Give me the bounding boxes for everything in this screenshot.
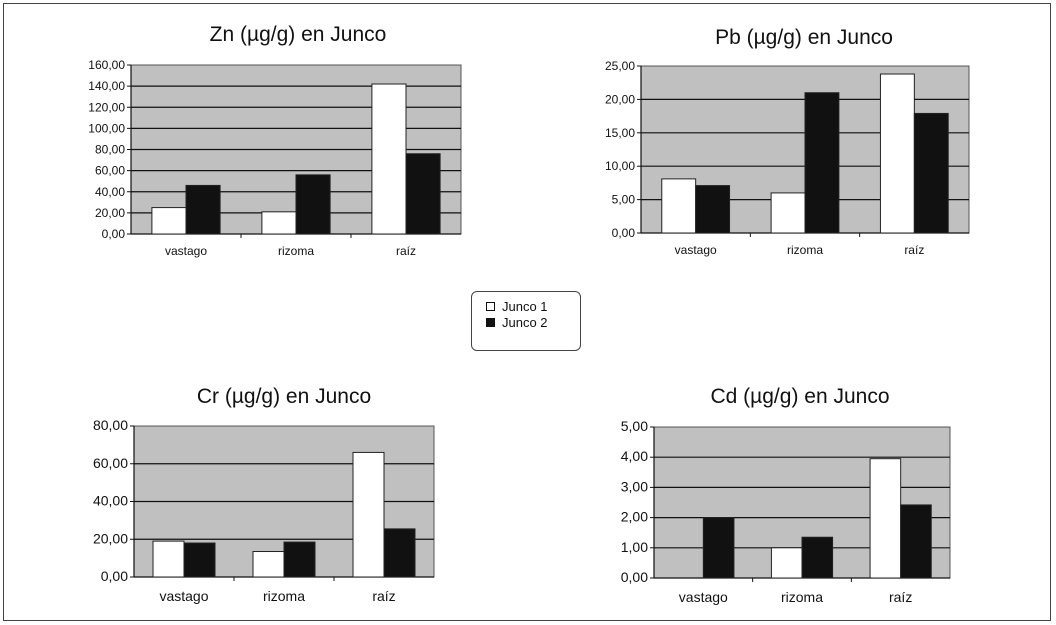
- y-tick-label: 80,00: [95, 143, 125, 157]
- y-tick-label: 60,00: [95, 164, 125, 178]
- y-tick-label: 3,00: [621, 478, 648, 494]
- y-tick-label: 0,00: [612, 226, 636, 240]
- x-category-label: rizoma: [278, 244, 314, 258]
- y-tick-label: 60,00: [93, 455, 128, 471]
- bar-junco-1-vastago: [661, 178, 697, 234]
- bar-junco-1-raiz: [371, 83, 407, 235]
- y-tick-label: 20,00: [605, 92, 635, 106]
- chart-pb: Pb (µg/g) en Junco 0,00 5,00 10,00 15,00 20,0…: [605, 26, 970, 257]
- x-category-label: raíz: [372, 588, 395, 604]
- chart-title: Zn (µg/g) en Junco: [210, 23, 387, 46]
- bar-junco-1-rizoma: [770, 547, 803, 579]
- chart-cr: Cr (µg/g) en Junco 0,00 20,00 40,00 60,00 80,…: [93, 385, 435, 604]
- legend-item-junco-2: Junco 2: [486, 314, 580, 330]
- bar-junco-2-vastago: [695, 185, 731, 234]
- x-category-label: vastago: [159, 588, 208, 604]
- y-tick-label: 0,00: [102, 227, 126, 241]
- x-category-label: vastago: [675, 243, 717, 257]
- bar-junco-2-vastago: [183, 542, 216, 578]
- y-tick-label: 140,00: [88, 79, 125, 93]
- y-tick-label: 20,00: [95, 206, 125, 220]
- chart-title: Cd (µg/g) en Junco: [710, 385, 889, 408]
- bar-junco-1-raiz: [352, 451, 385, 578]
- chart-zn: Zn (µg/g) en Junco 0,00 20,00 40,00 60,00 80,…: [88, 23, 462, 258]
- x-category-label: raíz: [904, 243, 924, 257]
- bar-junco-1-raiz: [879, 73, 915, 234]
- charts-canvas: Zn (µg/g) en Junco 0,00 20,00 40,00 60,00 80,…: [88, 23, 970, 605]
- y-tick-label: 10,00: [605, 159, 635, 173]
- x-category-label: rizoma: [787, 243, 823, 257]
- bar-junco-1-rizoma: [261, 211, 297, 235]
- legend-swatch-junco-1: [486, 301, 495, 311]
- chart-cd: Cd (µg/g) en Junco 0,00 1,00 2,00 3,00 4,00 5,…: [621, 385, 951, 605]
- y-tick-label: 160,00: [88, 58, 125, 72]
- bar-junco-1-rizoma: [770, 192, 806, 234]
- figure-frame: Zn (µg/g) en Junco 0,00 20,00 40,00 60,00 80,…: [3, 3, 1051, 621]
- chart-title: Cr (µg/g) en Junco: [197, 385, 371, 408]
- bar-junco-1-raiz: [869, 458, 902, 579]
- legend-label-junco-2: Junco 2: [502, 314, 548, 330]
- bar-junco-2-rizoma: [283, 541, 316, 578]
- bar-junco-2-raiz: [405, 153, 441, 235]
- y-tick-label: 80,00: [93, 417, 128, 433]
- y-tick-label: 0,00: [621, 569, 648, 585]
- bar-junco-1-rizoma: [252, 551, 285, 578]
- legend-item-junco-1: Junco 1: [486, 298, 580, 314]
- bar-junco-2-rizoma: [804, 92, 840, 234]
- legend-label-junco-1: Junco 1: [502, 298, 548, 314]
- x-category-label: rizoma: [781, 589, 823, 605]
- legend: Junco 1 Junco 2: [471, 291, 581, 351]
- y-tick-label: 1,00: [621, 539, 648, 555]
- y-tick-label: 0,00: [101, 568, 128, 584]
- x-category-label: rizoma: [263, 588, 305, 604]
- bar-junco-2-vastago: [702, 517, 735, 579]
- y-tick-label: 40,00: [93, 493, 128, 509]
- chart-title: Pb (µg/g) en Junco: [715, 26, 893, 49]
- y-tick-label: 20,00: [93, 530, 128, 546]
- x-category-label: vastago: [679, 589, 728, 605]
- bar-junco-2-raiz: [900, 504, 932, 579]
- y-tick-label: 2,00: [621, 509, 648, 525]
- bar-junco-1-vastago: [152, 540, 185, 578]
- y-tick-label: 5,00: [621, 418, 648, 434]
- bar-junco-2-vastago: [185, 184, 221, 235]
- y-tick-label: 100,00: [88, 121, 125, 135]
- bar-junco-2-rizoma: [295, 174, 331, 235]
- x-category-label: raíz: [889, 589, 912, 605]
- y-tick-label: 120,00: [88, 100, 125, 114]
- bar-junco-1-vastago: [151, 207, 187, 235]
- bar-junco-2-raiz: [913, 112, 949, 234]
- bar-junco-2-raiz: [383, 528, 416, 578]
- x-category-label: raíz: [396, 244, 416, 258]
- y-tick-label: 25,00: [605, 59, 635, 73]
- y-tick-label: 5,00: [612, 193, 636, 207]
- y-tick-label: 40,00: [95, 185, 125, 199]
- y-tick-label: 4,00: [621, 448, 648, 464]
- legend-swatch-junco-2: [486, 317, 495, 327]
- bar-junco-2-rizoma: [801, 536, 834, 579]
- x-category-label: vastago: [165, 244, 207, 258]
- y-tick-label: 15,00: [605, 126, 635, 140]
